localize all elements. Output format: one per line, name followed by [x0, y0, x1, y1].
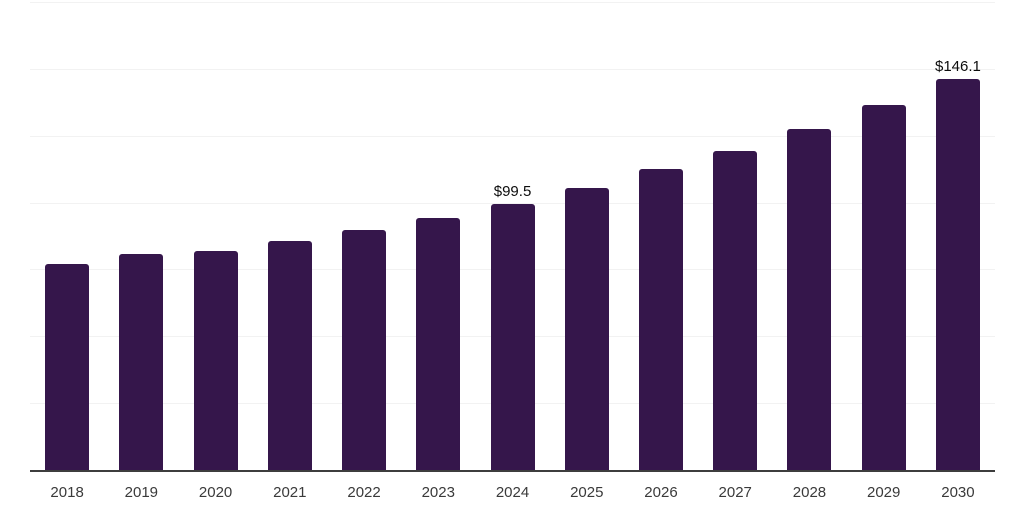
bar-2027[interactable]	[713, 151, 758, 470]
bar-band-2018	[30, 2, 104, 470]
bar-2025[interactable]	[564, 187, 609, 470]
bar-band-2019	[104, 2, 178, 470]
bar-band-2029	[847, 2, 921, 470]
bar-band-2021	[253, 2, 327, 470]
x-tick-label-2023: 2023	[421, 484, 455, 501]
plot-area: $99.5 $146.1	[30, 2, 995, 472]
bar-2019[interactable]	[119, 254, 164, 470]
bar-band-2023	[401, 2, 475, 470]
data-label-2024: $99.5	[493, 182, 532, 200]
gridline-125	[30, 135, 995, 137]
x-tick-label-2024: 2024	[495, 484, 530, 501]
bar-2029[interactable]	[861, 105, 906, 470]
x-tick-label-2021: 2021	[273, 484, 307, 501]
bar-2018[interactable]	[45, 264, 90, 470]
x-tick-label-2029: 2029	[867, 484, 901, 501]
bar-band-2022	[327, 2, 401, 470]
bar-2030[interactable]	[935, 79, 980, 470]
bar-band-2024: $99.5	[475, 2, 549, 470]
bar-2026[interactable]	[638, 169, 683, 470]
bar-band-2020	[178, 2, 252, 470]
bar-band-2030: $146.1	[921, 2, 995, 470]
x-tick-label-2022: 2022	[347, 484, 381, 501]
bar-2024[interactable]	[490, 203, 535, 470]
x-tick-label-2026: 2026	[644, 484, 678, 501]
x-tick-label-2030: 2030	[941, 484, 975, 501]
bar-band-2027	[698, 2, 772, 470]
bar-band-2026	[624, 2, 698, 470]
gridline-175	[30, 2, 995, 3]
bar-band-2028	[772, 2, 846, 470]
gridline-150	[30, 68, 995, 70]
bar-2020[interactable]	[193, 251, 238, 470]
x-tick-label-2027: 2027	[718, 484, 752, 501]
data-label-2030: $146.1	[934, 58, 981, 76]
x-tick-label-2028: 2028	[792, 484, 827, 501]
gridline-100	[30, 202, 995, 204]
bar-2028[interactable]	[787, 128, 832, 470]
bar-band-2025	[550, 2, 624, 470]
x-axis-labels: 2018 2019 2020 2021 2022 2023 2024 2025 2026 2027…	[30, 484, 995, 502]
x-tick-label-2019: 2019	[124, 484, 159, 501]
bar-2021[interactable]	[267, 240, 312, 470]
bar-2022[interactable]	[342, 230, 387, 470]
x-tick-label-2020: 2020	[198, 484, 233, 501]
x-tick-label-2018: 2018	[50, 484, 84, 501]
bar-2023[interactable]	[416, 217, 461, 470]
x-tick-label-2025: 2025	[570, 484, 604, 501]
bars-row: $99.5 $146.1	[30, 2, 995, 470]
